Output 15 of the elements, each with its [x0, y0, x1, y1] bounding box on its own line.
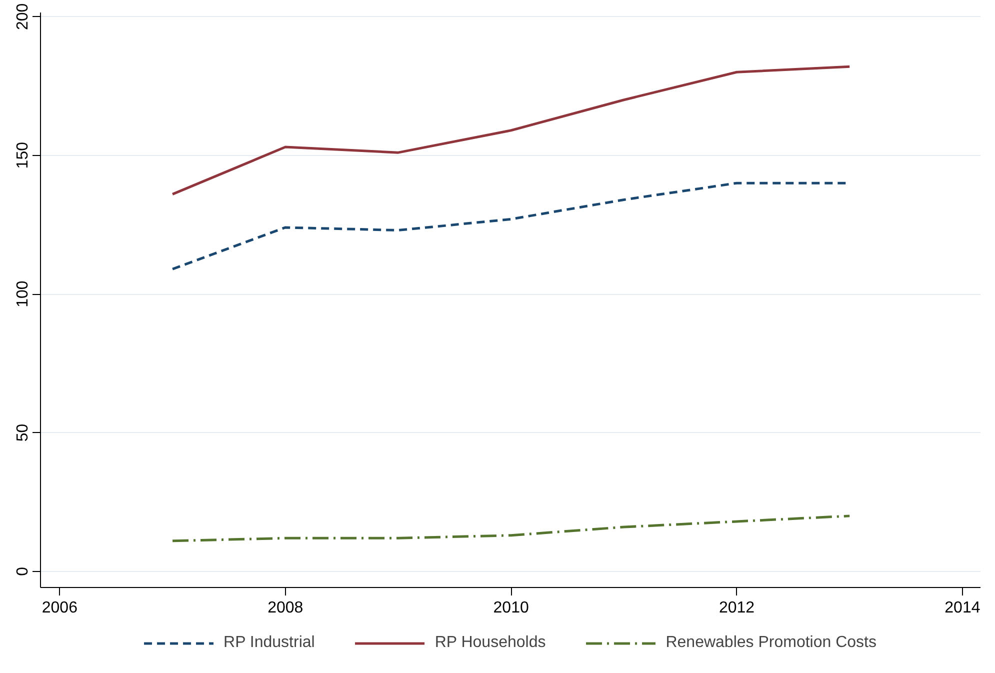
x-tick-label: 2008 [268, 600, 304, 616]
legend-label: RP Households [434, 634, 546, 652]
x-tick-label: 2012 [718, 600, 755, 616]
y-tick-label: 150 [14, 142, 32, 169]
y-tick-label: 50 [14, 424, 32, 442]
line-series [171, 65, 851, 196]
y-tick-label: 100 [14, 280, 32, 308]
line-series [171, 514, 851, 542]
y-tick-label: 200 [14, 3, 32, 30]
x-tick-label: 2006 [42, 600, 78, 616]
legend-label: Renewables Promotion Costs [666, 634, 876, 652]
y-tick-label: 0 [14, 566, 32, 576]
x-tick-label: 2010 [493, 600, 529, 616]
legend-label: RP Industrial [224, 634, 315, 652]
x-tick-label: 2014 [944, 600, 980, 616]
